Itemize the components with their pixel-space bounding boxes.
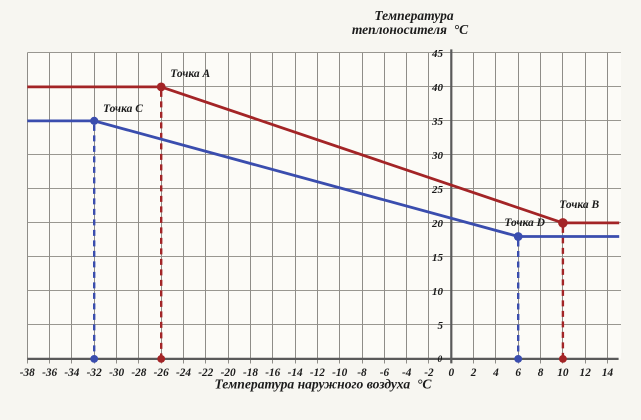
svg-text:-26: -26 — [154, 367, 169, 379]
svg-text:14: 14 — [602, 367, 614, 379]
svg-text:-2: -2 — [424, 367, 434, 379]
svg-text:45: 45 — [431, 48, 444, 60]
svg-text:35: 35 — [431, 116, 444, 128]
svg-text:-34: -34 — [64, 367, 79, 379]
svg-text:Точка B: Точка B — [559, 199, 599, 211]
svg-text:-18: -18 — [243, 367, 258, 379]
svg-text:Точка A: Точка A — [170, 68, 210, 80]
svg-text:20: 20 — [431, 218, 444, 230]
svg-text:4: 4 — [492, 367, 499, 379]
svg-text:-28: -28 — [131, 367, 146, 379]
svg-text:-24: -24 — [176, 367, 191, 379]
svg-text:2: 2 — [470, 367, 477, 379]
svg-text:-22: -22 — [198, 367, 213, 379]
svg-text:-32: -32 — [87, 367, 102, 379]
svg-text:-38: -38 — [20, 367, 35, 379]
svg-text:40: 40 — [431, 82, 444, 94]
svg-text:-10: -10 — [332, 367, 347, 379]
svg-text:12: 12 — [580, 367, 592, 379]
svg-text:10: 10 — [557, 367, 569, 379]
svg-text:Температура: Температура — [374, 8, 453, 23]
svg-text:-6: -6 — [380, 367, 390, 379]
svg-text:Точка D: Точка D — [504, 217, 545, 229]
svg-text:-14: -14 — [288, 367, 303, 379]
svg-text:-4: -4 — [402, 367, 412, 379]
svg-text:15: 15 — [432, 252, 444, 264]
svg-text:0: 0 — [437, 355, 442, 365]
svg-text:30: 30 — [431, 150, 444, 162]
svg-text:8: 8 — [538, 367, 544, 379]
svg-text:6: 6 — [515, 367, 521, 379]
svg-text:-20: -20 — [221, 367, 236, 379]
svg-text:-36: -36 — [42, 367, 57, 379]
svg-text:Температура наружного воздуха: Температура наружного воздуха °C — [214, 376, 432, 391]
svg-text:-16: -16 — [265, 367, 280, 379]
svg-text:5: 5 — [438, 320, 444, 332]
svg-text:-8: -8 — [357, 367, 367, 379]
svg-text:10: 10 — [432, 286, 444, 298]
svg-text:теплоносителя °C: теплоносителя °C — [352, 22, 469, 37]
svg-text:-12: -12 — [310, 367, 325, 379]
svg-text:0: 0 — [448, 367, 454, 379]
svg-text:25: 25 — [431, 184, 444, 196]
svg-text:Точка C: Точка C — [103, 103, 143, 115]
svg-text:-30: -30 — [109, 367, 124, 379]
